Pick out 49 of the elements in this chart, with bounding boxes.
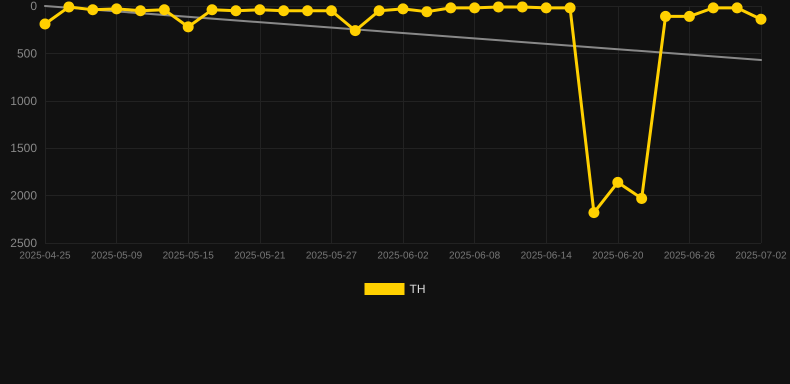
point (230, 5, 242, 16)
y-tick-label: 1500 (10, 141, 38, 156)
x-tick-label: 2025-05-21 (234, 250, 286, 262)
y-tick-label: 2000 (10, 188, 38, 203)
x-tick-label: 2025-05-09 (91, 250, 143, 262)
point (660, 10, 672, 22)
point (374, 5, 385, 16)
y-tick-label: 500 (16, 46, 38, 60)
point (40, 18, 50, 30)
y-tick-label: 0 (30, 0, 38, 13)
point (206, 4, 218, 16)
legend-label: TH (410, 282, 426, 296)
x-tick-label: 2025-05-27 (306, 250, 358, 262)
x-tick-label: 2025-06-08 (449, 250, 501, 262)
point (350, 25, 361, 36)
y-tick-label: 2500 (10, 236, 38, 250)
point (636, 192, 648, 204)
point (111, 3, 122, 14)
x-tick-label: 2025-07-02 (735, 250, 788, 262)
point (708, 2, 719, 14)
x-tick-label: 2025-06-14 (520, 250, 572, 262)
x-tick-label: 2025-06-26 (664, 250, 716, 262)
point (469, 2, 480, 14)
point (326, 5, 337, 16)
point (564, 2, 576, 14)
point (158, 4, 170, 16)
point (87, 4, 98, 16)
point (254, 4, 266, 16)
x-tick-label: 2025-04-25 (19, 250, 72, 262)
point (63, 1, 74, 12)
point (684, 10, 695, 22)
x-tick-label: 2025-05-15 (162, 250, 214, 262)
point (612, 176, 624, 188)
point (302, 5, 314, 16)
point (540, 2, 552, 14)
point (756, 14, 766, 25)
y-tick-label: 1000 (10, 94, 38, 108)
x-tick-label: 2025-06-20 (592, 250, 644, 262)
point (516, 1, 528, 12)
point (445, 2, 456, 14)
point (588, 207, 600, 218)
point (398, 3, 408, 14)
point (492, 1, 504, 12)
point (278, 5, 290, 16)
x-tick-label: 2025-06-02 (377, 250, 430, 262)
point (134, 5, 146, 16)
point (732, 2, 743, 14)
point (182, 21, 194, 32)
point (421, 6, 432, 18)
